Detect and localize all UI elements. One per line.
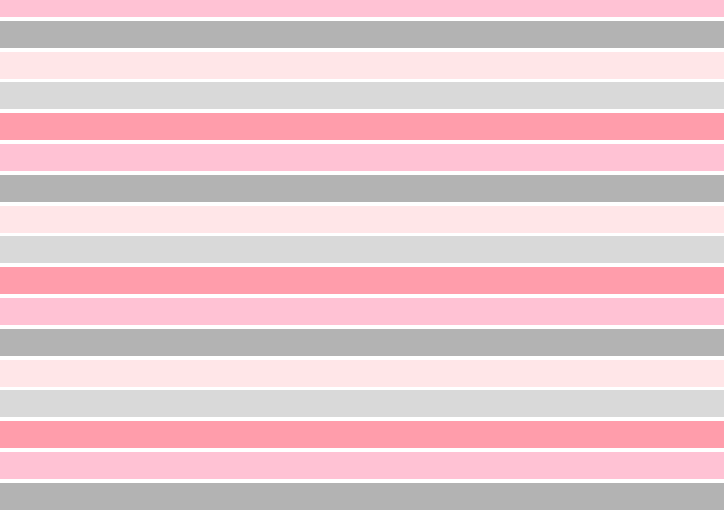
stripe — [0, 82, 724, 110]
stripe — [0, 205, 724, 233]
stripe — [0, 267, 724, 295]
stripe — [0, 482, 724, 510]
stripe — [0, 0, 724, 17]
stripe — [0, 20, 724, 48]
stripe — [0, 359, 724, 387]
stripe — [0, 51, 724, 79]
stripe — [0, 236, 724, 264]
stripe — [0, 144, 724, 171]
stripe — [0, 390, 724, 418]
stripe — [0, 298, 724, 325]
stripe — [0, 421, 724, 449]
stripe — [0, 174, 724, 202]
stripe — [0, 452, 724, 479]
stripe — [0, 328, 724, 356]
stripe — [0, 113, 724, 141]
